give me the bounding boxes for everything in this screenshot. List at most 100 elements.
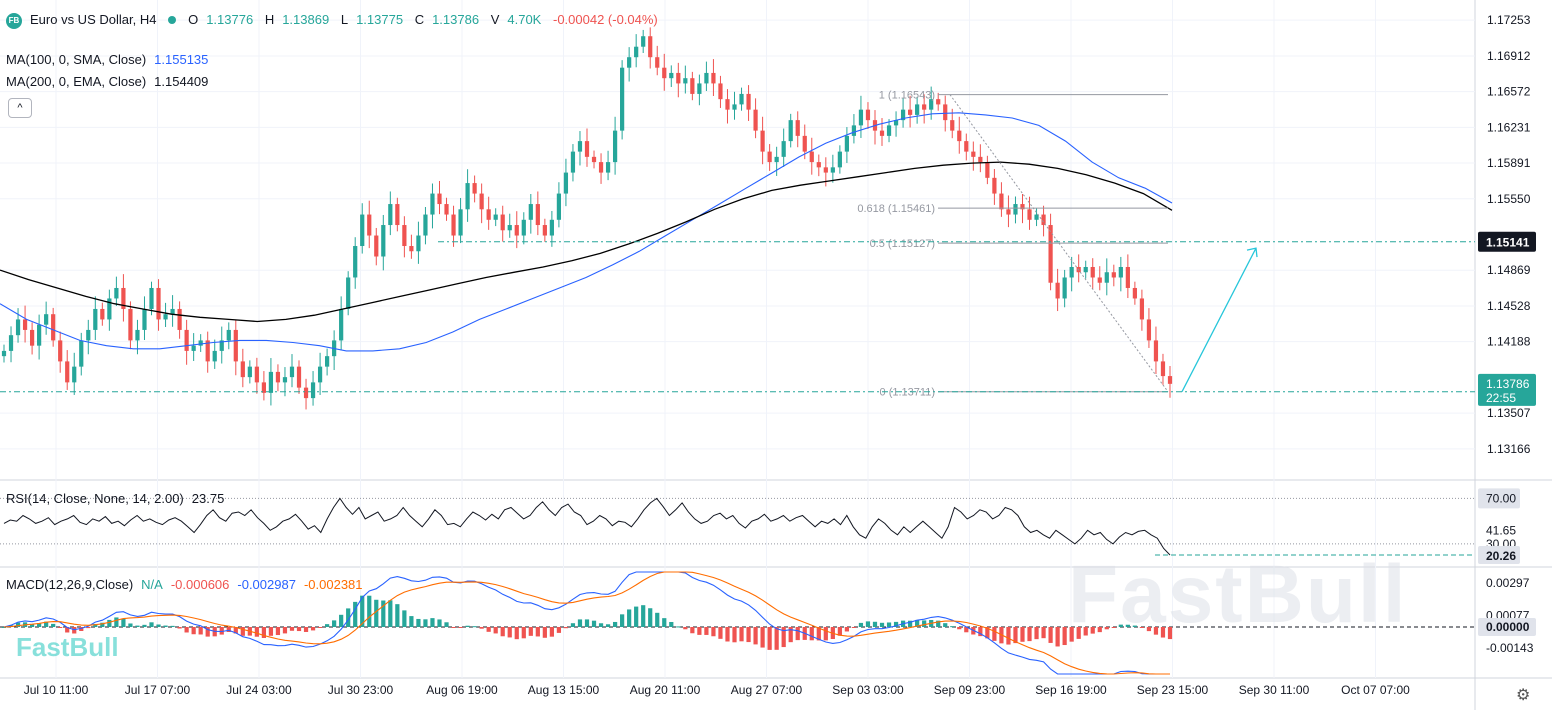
macd-hist-bar bbox=[65, 627, 70, 633]
macd-hist-bar bbox=[381, 600, 386, 627]
macd-hist-bar bbox=[985, 627, 990, 639]
time-tick-label: Sep 30 11:00 bbox=[1239, 683, 1310, 697]
macd-legend[interactable]: MACD(12,26,9,Close) N/A -0.000606 -0.002987… bbox=[6, 577, 371, 592]
macd-hist-bar bbox=[100, 622, 105, 627]
macd-hist-bar bbox=[402, 610, 407, 627]
candle-body bbox=[683, 78, 688, 84]
close-label: C bbox=[414, 12, 425, 27]
candle-body bbox=[1104, 272, 1109, 283]
candle-body bbox=[177, 308, 182, 330]
candle-body bbox=[1034, 214, 1039, 220]
candle-body bbox=[261, 382, 266, 393]
macd-hist-bar bbox=[430, 618, 435, 627]
candle-body bbox=[662, 67, 667, 79]
candle-body bbox=[1153, 340, 1159, 362]
macd-hist-bar bbox=[957, 627, 962, 630]
candle-body bbox=[22, 319, 28, 330]
macd-hist-bar bbox=[275, 627, 281, 636]
rsi-legend[interactable]: RSI(14, Close, None, 14, 2.00) 23.75 bbox=[6, 491, 232, 506]
macd-na: N/A bbox=[141, 577, 163, 592]
ma100-value: 1.155135 bbox=[154, 52, 209, 67]
candle-body bbox=[303, 387, 309, 399]
macd-tick-label: 0.00000 bbox=[1486, 620, 1530, 634]
collapse-legend-button[interactable]: ^ bbox=[8, 98, 32, 118]
macd-hist-bar bbox=[795, 627, 800, 641]
candle-body bbox=[676, 72, 681, 84]
candle-body bbox=[346, 277, 351, 309]
candle-body bbox=[584, 141, 590, 157]
macd-hist-bar bbox=[374, 599, 379, 627]
gear-icon[interactable]: ⚙ bbox=[1516, 687, 1531, 704]
candle-body bbox=[135, 329, 140, 341]
macd-tick-label: 0.00297 bbox=[1486, 576, 1530, 590]
macd-hist-bar bbox=[289, 627, 295, 631]
macd-hist-bar bbox=[395, 604, 400, 627]
macd-histogram bbox=[1, 595, 1173, 650]
candle-body bbox=[893, 120, 899, 126]
chart-title[interactable]: Euro vs US Dollar, H4 bbox=[30, 12, 157, 27]
candle-body bbox=[886, 125, 892, 136]
rsi-tick-label: 70.00 bbox=[1486, 491, 1516, 505]
ma100-legend[interactable]: MA(100, 0, SMA, Close) 1.155135 bbox=[6, 52, 216, 67]
macd-hist-bar bbox=[753, 627, 758, 645]
candle-body bbox=[732, 104, 737, 110]
candle-body bbox=[704, 72, 709, 84]
macd-hist-bar bbox=[282, 627, 288, 634]
candle-body bbox=[1167, 376, 1173, 384]
price-tick-label: 1.13166 bbox=[1487, 442, 1531, 456]
macd-hist-bar bbox=[521, 627, 526, 639]
candle-body bbox=[240, 361, 245, 378]
candle-body bbox=[823, 167, 828, 173]
macd-hist-bar bbox=[697, 627, 702, 635]
macd-hist-bar bbox=[648, 608, 653, 627]
macd-hist-bar bbox=[711, 627, 716, 637]
candle-body bbox=[570, 151, 576, 173]
ma200-legend[interactable]: MA(200, 0, EMA, Close) 1.154409 bbox=[6, 74, 216, 89]
macd-hist-bar bbox=[205, 627, 210, 637]
macd-hist-bar bbox=[51, 623, 56, 627]
macd-hist-bar bbox=[472, 626, 477, 628]
candle-body bbox=[381, 225, 386, 257]
macd-hist-bar bbox=[725, 627, 730, 642]
candle-body bbox=[725, 99, 730, 110]
macd-hist-bar bbox=[634, 606, 639, 627]
candle-body bbox=[360, 214, 365, 247]
candle-body bbox=[648, 36, 653, 58]
candle-body bbox=[388, 204, 393, 226]
macd-hist-bar bbox=[444, 622, 449, 627]
last-price-badge bbox=[1478, 373, 1536, 406]
macd-signal-value: -0.002381 bbox=[303, 577, 363, 592]
candle-body bbox=[1090, 266, 1095, 278]
macd-hist-bar bbox=[121, 618, 126, 627]
macd-hist-bar bbox=[149, 622, 154, 627]
time-tick-label: Jul 24 03:00 bbox=[226, 683, 292, 697]
macd-hist-bar bbox=[184, 627, 189, 633]
candle-body bbox=[142, 308, 147, 330]
rsi-current-badge-text: 20.26 bbox=[1486, 549, 1516, 563]
price-tick-label: 1.14528 bbox=[1487, 299, 1531, 313]
candle-body bbox=[577, 141, 583, 152]
candle-body bbox=[612, 130, 618, 163]
macd-hist-bar bbox=[367, 595, 372, 627]
candle-body bbox=[641, 36, 646, 47]
macd-hist-bar bbox=[605, 624, 611, 627]
rsi-current-badge bbox=[1478, 546, 1520, 565]
candle-body bbox=[542, 225, 547, 236]
candle-body bbox=[458, 209, 463, 236]
candle-body bbox=[1020, 204, 1025, 210]
macd-hist-bar bbox=[1048, 627, 1053, 643]
macd-hist-bar bbox=[1167, 627, 1173, 640]
macd-hist-bar bbox=[1118, 624, 1123, 627]
fastbull-logo: FastBull bbox=[16, 632, 119, 662]
candle-body bbox=[247, 366, 252, 378]
macd-hist-bar bbox=[535, 627, 540, 637]
macd-hist-bar bbox=[296, 627, 302, 632]
rsi-label: RSI(14, Close, None, 14, 2.00) bbox=[6, 491, 184, 506]
macd-hist-bar bbox=[1132, 625, 1137, 627]
candle-body bbox=[430, 193, 435, 215]
candle-body bbox=[191, 345, 196, 351]
time-tick-label: Jul 30 23:00 bbox=[328, 683, 394, 697]
candle-body bbox=[374, 235, 379, 257]
candle-body bbox=[746, 93, 751, 110]
